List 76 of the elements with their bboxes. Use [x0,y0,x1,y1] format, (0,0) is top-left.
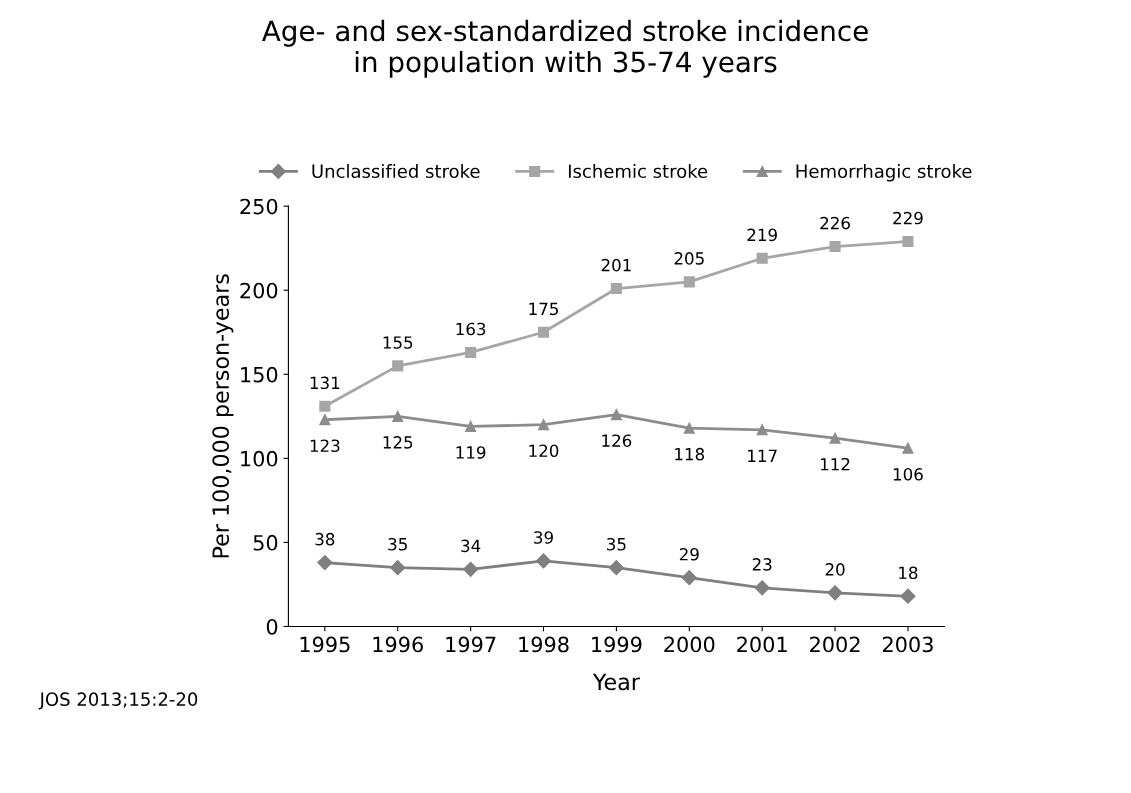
data-label: 38 [315,532,335,546]
point [319,414,331,426]
point [392,360,404,372]
data-label: 226 [820,216,850,230]
point [829,240,841,253]
x-tick-label: 1996 [373,636,423,653]
point [463,561,479,577]
point [829,432,841,444]
point [756,252,768,264]
legend-label: Ischemic stroke [568,164,708,179]
data-label: 35 [388,537,407,551]
data-label: 39 [534,531,553,544]
y-tick-label: 100 [241,450,278,467]
x-axis-title: Year [592,673,640,691]
y-tick-label: 0 [266,618,278,635]
data-label: 125 [383,436,413,449]
data-label: 118 [675,447,705,461]
x-tick-label: 1997 [446,636,496,653]
data-label: 131 [310,376,340,390]
data-label: 35 [607,537,626,551]
text: JOS 2013;15:2-20 [38,692,198,710]
point [390,560,406,576]
data-label: 175 [529,302,558,316]
data-label: 205 [674,252,704,265]
point [608,560,624,576]
point [827,585,843,601]
data-label: 106 [893,468,923,481]
y-tick-label: 250 [240,198,278,215]
x-tick-label: 1998 [519,636,569,653]
point [756,424,768,436]
chart-title: Age- and sex-standardized stroke incidence in population with 35-74 years [262,19,868,78]
y-tick-label: 50 [253,534,278,551]
x-tick-label: 2000 [664,636,715,653]
point [317,555,333,571]
point [681,570,697,586]
legend-label: Unclassified stroke [312,164,480,179]
data-label: 201 [601,258,631,272]
data-label: 155 [383,336,413,349]
data-label: 18 [899,566,918,580]
data-label: 120 [529,444,559,458]
data-label: 119 [456,446,486,459]
data-label: 126 [602,434,632,447]
x-tick-label: 1995 [300,636,350,653]
legend-label: Hemorrhagic stroke [796,164,972,182]
point [465,420,477,432]
data-label: 29 [679,547,699,561]
point [537,326,550,338]
point [319,400,331,412]
point [535,553,552,569]
point [610,409,622,421]
point [465,346,477,358]
data-label: 112 [820,457,850,471]
point [902,235,914,248]
data-label: 23 [752,558,772,571]
point [610,283,622,295]
data-label: 229 [893,211,923,225]
x-tick-label: 1999 [592,636,642,653]
y-axis-title: Per 100,000 person-years [212,274,234,558]
point [537,419,550,431]
x-tick-label: 2003 [882,636,933,653]
point [900,588,916,604]
y-tick-label: 150 [241,366,278,383]
x-tick-label: 2001 [737,636,787,653]
point [683,422,695,434]
data-label: 163 [456,322,486,336]
x-tick-label: 2002 [810,636,860,653]
data-label: 20 [825,563,845,576]
point [754,580,770,596]
point [683,276,695,288]
data-label: 34 [461,539,481,553]
y-tick-label: 200 [240,282,278,299]
point [902,442,914,454]
data-label: 219 [747,228,777,242]
data-label: 123 [310,439,340,453]
data-label: 117 [748,449,777,462]
point [392,410,404,422]
